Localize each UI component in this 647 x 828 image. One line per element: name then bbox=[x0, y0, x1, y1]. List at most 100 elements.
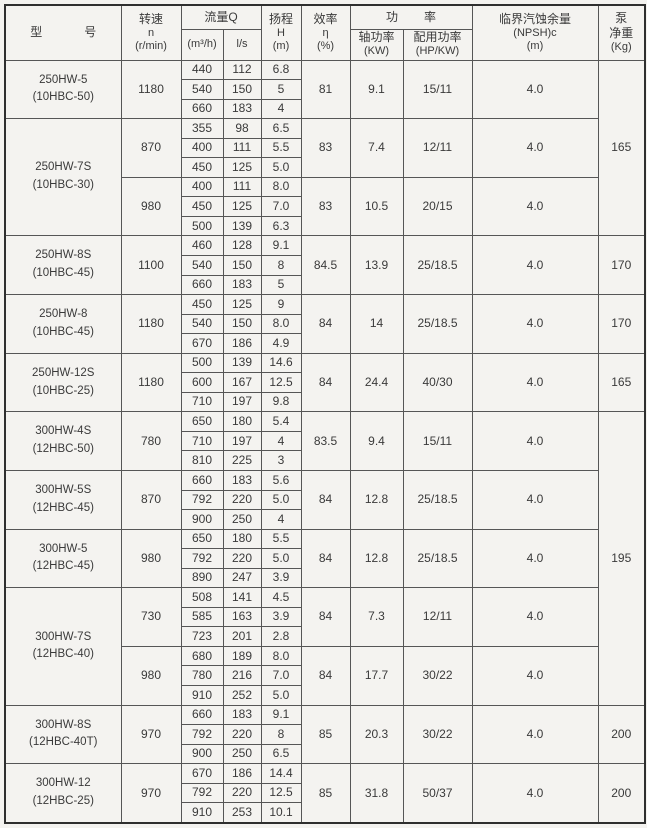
model-alt-name: (10HBC-45) bbox=[32, 267, 94, 280]
flow-m3h-cell: 540 bbox=[180, 313, 224, 335]
shaft-power-cell: 14 bbox=[349, 294, 404, 354]
flow-ls-cell: 125 bbox=[222, 157, 262, 178]
head-cell: 4 bbox=[260, 509, 302, 530]
table-row: 250HW-8S (10HBC-45) 1100 460 128 9.1 84.5 13.9 2… bbox=[4, 235, 646, 296]
flow-m3h-cell: 540 bbox=[180, 79, 224, 100]
flow-ls-cell: 183 bbox=[222, 274, 262, 296]
head-cell: 8.0 bbox=[260, 645, 302, 667]
header-efficiency: 效率 η (%) bbox=[300, 4, 351, 61]
flow-m3h-cell: 780 bbox=[180, 665, 224, 686]
rated-power-cell: 30/22 bbox=[402, 645, 473, 706]
flow-ls-cell: 220 bbox=[222, 724, 262, 745]
speed-cell: 980 bbox=[120, 176, 182, 237]
head-cell: 5 bbox=[260, 79, 302, 100]
shaft-power-cell: 7.3 bbox=[349, 587, 404, 647]
flow-ls-cell: 98 bbox=[222, 118, 262, 139]
flow-m3h-cell: 792 bbox=[180, 489, 224, 511]
flow-ls-cell: 180 bbox=[222, 411, 262, 432]
table-row: 540 150 8.0 bbox=[5, 313, 645, 335]
weight-cell: 200 bbox=[597, 763, 646, 824]
npsh-cell: 4.0 bbox=[471, 118, 599, 178]
head-cell: 6.5 bbox=[260, 743, 302, 765]
rated-power-cell: 25/18.5 bbox=[402, 235, 473, 296]
flow-ls-cell: 220 bbox=[222, 782, 262, 804]
table-row: 250HW-5 (10HBC-50) 1180 440 112 6.8 81 9.1 15/11… bbox=[4, 59, 646, 237]
head-cell: 9.1 bbox=[260, 704, 302, 726]
table-row: 450 125 7.0 bbox=[5, 196, 645, 217]
weight-cell: 165 bbox=[597, 352, 646, 413]
model-alt-name: (12HBC-40) bbox=[32, 648, 94, 661]
table-row: 300HW-5S (12HBC-45) 870 660 183 5.6 84 12.8 25/1… bbox=[4, 469, 645, 530]
flow-ls-cell: 125 bbox=[222, 294, 262, 315]
head-cell: 8.0 bbox=[260, 176, 302, 198]
npsh-cell: 4.0 bbox=[471, 411, 599, 471]
table-row: 500 139 6.3 bbox=[5, 215, 645, 237]
speed-cell: 980 bbox=[120, 645, 182, 706]
head-cell: 10.1 bbox=[260, 802, 302, 824]
flow-m3h-cell: 540 bbox=[180, 254, 224, 276]
shaft-power-cell: 20.3 bbox=[349, 704, 404, 765]
table-row: 723 201 2.8 bbox=[5, 626, 645, 647]
npsh-cell: 4.0 bbox=[471, 704, 599, 765]
efficiency-cell: 85 bbox=[300, 704, 351, 765]
head-cell: 4 bbox=[260, 98, 302, 120]
model-name: 250HW-7S bbox=[35, 161, 92, 174]
weight-cell: 165 bbox=[597, 59, 646, 237]
speed-cell: 970 bbox=[120, 763, 182, 824]
model-cell: 300HW-12 (12HBC-25) bbox=[4, 763, 122, 824]
head-cell: 3 bbox=[260, 450, 302, 471]
table-row: 792 220 12.5 bbox=[5, 782, 645, 804]
npsh-cell: 4.0 bbox=[471, 235, 599, 296]
flow-m3h-cell: 792 bbox=[180, 782, 224, 804]
flow-m3h-cell: 680 bbox=[180, 645, 224, 667]
head-cell: 9.1 bbox=[260, 235, 302, 256]
table-row: 710 197 9.8 bbox=[5, 391, 645, 413]
efficiency-cell: 84 bbox=[300, 587, 351, 647]
speed-cell: 970 bbox=[120, 704, 182, 765]
flow-ls-cell: 163 bbox=[222, 606, 262, 628]
shaft-power-cell: 12.8 bbox=[349, 469, 404, 530]
flow-m3h-cell: 810 bbox=[180, 450, 224, 471]
table-row: 910 253 10.1 bbox=[5, 802, 645, 824]
flow-m3h-cell: 585 bbox=[180, 606, 224, 628]
flow-ls-cell: 197 bbox=[222, 391, 262, 413]
rated-power-cell: 15/11 bbox=[402, 59, 473, 120]
flow-ls-cell: 139 bbox=[222, 352, 262, 374]
shaft-power-cell: 31.8 bbox=[349, 763, 404, 824]
flow-m3h-cell: 508 bbox=[180, 587, 224, 608]
head-cell: 12.5 bbox=[260, 372, 302, 393]
model-alt-name: (10HBC-50) bbox=[32, 91, 94, 104]
head-cell: 5.6 bbox=[260, 469, 302, 491]
speed-cell: 1180 bbox=[120, 294, 182, 354]
flow-m3h-cell: 710 bbox=[180, 430, 224, 452]
rated-power-cell: 12/11 bbox=[402, 118, 473, 178]
flow-ls-cell: 201 bbox=[222, 626, 262, 647]
model-cell: 300HW-7S (12HBC-40) bbox=[4, 587, 122, 706]
flow-m3h-cell: 900 bbox=[180, 743, 224, 765]
flow-ls-cell: 247 bbox=[222, 567, 262, 589]
speed-cell: 980 bbox=[120, 528, 182, 589]
header-weight: 泵 净重 (Kg) bbox=[597, 4, 646, 61]
flow-ls-cell: 220 bbox=[222, 548, 262, 569]
table-body: 250HW-5 (10HBC-50) 1180 440 112 6.8 81 9.1 15/11… bbox=[4, 59, 646, 824]
flow-ls-cell: 167 bbox=[222, 372, 262, 393]
efficiency-cell: 85 bbox=[300, 763, 351, 824]
model-alt-name: (10HBC-25) bbox=[32, 384, 94, 397]
model-alt-name: (12HBC-45) bbox=[32, 501, 94, 514]
npsh-cell: 4.0 bbox=[471, 763, 599, 824]
pump-spec-table: 型 号 转速 n (r/min) 流量Q 扬程 H (m) 效率 η bbox=[4, 4, 646, 824]
head-cell: 5.4 bbox=[260, 411, 302, 432]
flow-ls-cell: 183 bbox=[222, 704, 262, 726]
head-cell: 6.3 bbox=[260, 215, 302, 237]
flow-m3h-cell: 400 bbox=[180, 176, 224, 198]
model-name: 300HW-8S bbox=[35, 718, 92, 731]
head-cell: 5.0 bbox=[260, 489, 302, 511]
efficiency-cell: 84.5 bbox=[300, 235, 351, 296]
header-flow: 流量Q bbox=[180, 4, 262, 30]
table-row: 792 220 8 bbox=[5, 724, 645, 745]
speed-cell: 1100 bbox=[120, 235, 182, 296]
model-alt-name: (12HBC-25) bbox=[32, 795, 94, 808]
header-flow-ls: l/s bbox=[222, 28, 262, 61]
npsh-cell: 4.0 bbox=[471, 352, 599, 413]
model-name: 250HW-12S bbox=[32, 366, 95, 379]
